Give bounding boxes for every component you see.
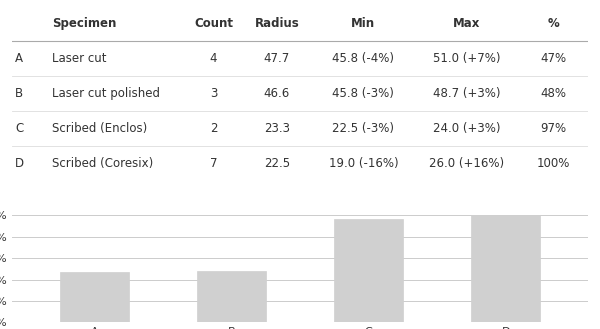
Text: 3: 3	[210, 87, 217, 100]
Text: A: A	[15, 52, 23, 65]
Text: C: C	[15, 122, 23, 135]
Text: 22.5 (-3%): 22.5 (-3%)	[332, 122, 394, 135]
Text: Min: Min	[351, 17, 376, 31]
Text: 47.7: 47.7	[264, 52, 290, 65]
Text: 97%: 97%	[541, 122, 566, 135]
Text: Specimen: Specimen	[52, 17, 116, 31]
Text: 23.3: 23.3	[264, 122, 290, 135]
Bar	[197, 271, 266, 322]
Text: 46.6: 46.6	[264, 87, 290, 100]
Text: 22.5: 22.5	[264, 157, 290, 169]
Bar	[334, 218, 403, 322]
Text: Laser cut polished: Laser cut polished	[52, 87, 160, 100]
Text: 45.8 (-3%): 45.8 (-3%)	[332, 87, 394, 100]
Text: B: B	[15, 87, 23, 100]
Text: 47%: 47%	[541, 52, 566, 65]
Text: 48.7 (+3%): 48.7 (+3%)	[433, 87, 501, 100]
Text: %: %	[548, 17, 559, 31]
Text: 19.0 (-16%): 19.0 (-16%)	[329, 157, 398, 169]
Text: Scribed (Coresix): Scribed (Coresix)	[52, 157, 154, 169]
Bar	[60, 272, 128, 322]
Text: 7: 7	[210, 157, 217, 169]
Text: Laser cut: Laser cut	[52, 52, 107, 65]
Text: 26.0 (+16%): 26.0 (+16%)	[430, 157, 505, 169]
Text: Radius: Radius	[254, 17, 299, 31]
Text: 45.8 (-4%): 45.8 (-4%)	[332, 52, 394, 65]
Text: 2: 2	[210, 122, 217, 135]
Text: 4: 4	[210, 52, 217, 65]
Text: 48%: 48%	[541, 87, 566, 100]
Bar	[472, 215, 540, 322]
Text: D: D	[15, 157, 24, 169]
Text: Scribed (Enclos): Scribed (Enclos)	[52, 122, 148, 135]
Text: 100%: 100%	[537, 157, 570, 169]
Text: 24.0 (+3%): 24.0 (+3%)	[433, 122, 501, 135]
Text: 51.0 (+7%): 51.0 (+7%)	[433, 52, 501, 65]
Text: Max: Max	[454, 17, 481, 31]
Text: Count: Count	[194, 17, 233, 31]
